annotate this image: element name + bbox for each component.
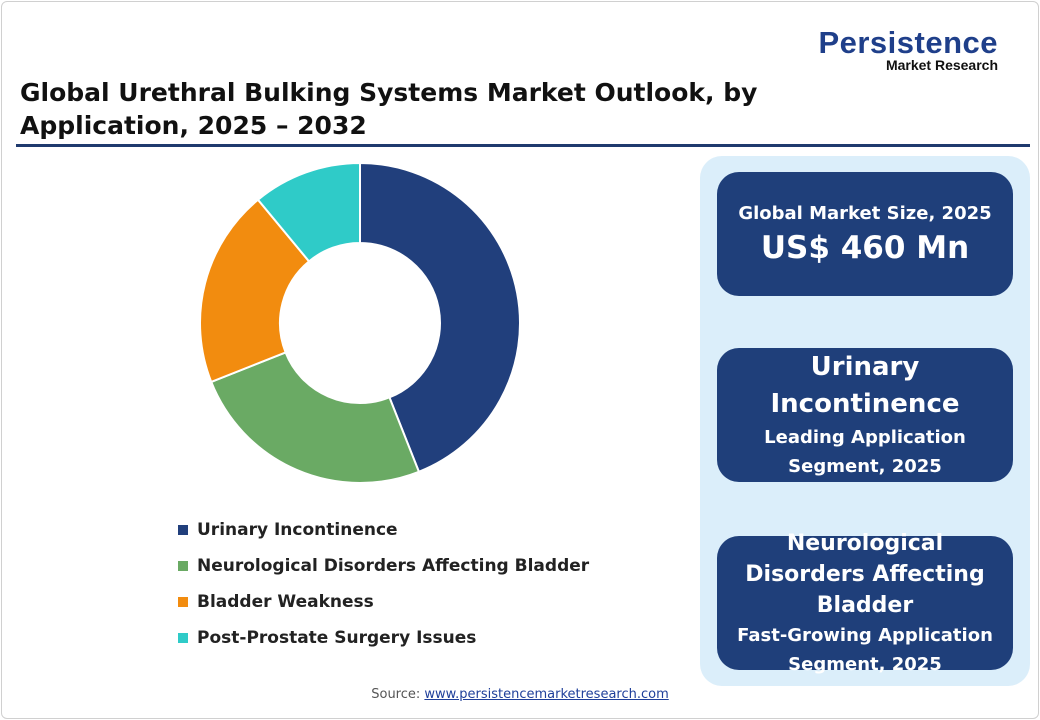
legend-label: Neurological Disorders Affecting Bladder (197, 556, 590, 576)
title-divider (16, 144, 1030, 147)
logo: Persistence Market Research (798, 25, 998, 73)
chart-title: Global Urethral Bulking Systems Market O… (20, 78, 758, 140)
source: Source: www.persistencemarketresearch.co… (0, 687, 1040, 702)
legend-swatch (178, 597, 188, 607)
market-size-value: US$ 460 Mn (760, 229, 970, 266)
legend-label: Urinary Incontinence (197, 520, 398, 540)
donut-slice-urinary-incontinence (359, 161, 521, 474)
donut-slice-bladder-weakness (199, 198, 311, 384)
fast-growing-card: Neurological Disorders Affecting Bladder… (717, 531, 1013, 675)
donut-chart (199, 161, 521, 484)
market-size-card: Global Market Size, 2025 US$ 460 Mn (717, 172, 1013, 296)
logo-sub: Market Research (885, 57, 998, 73)
leading-segment-card: Urinary Incontinence Leading Application… (717, 348, 1013, 482)
source-link[interactable]: www.persistencemarketresearch.com (424, 687, 669, 702)
legend: Urinary Incontinence Neurological Disorde… (178, 512, 589, 656)
legend-swatch (178, 561, 188, 571)
legend-label: Bladder Weakness (197, 592, 374, 612)
legend-item: Urinary Incontinence (178, 512, 589, 548)
legend-swatch (178, 525, 188, 535)
legend-swatch (178, 633, 188, 643)
donut-slice-neurological-disorders-affecting-bladder (209, 351, 421, 484)
logo-name: Persistence (818, 25, 998, 60)
legend-item: Bladder Weakness (178, 584, 589, 620)
source-label: Source: (371, 687, 421, 702)
fast-growing-value: Neurological Disorders Affecting Bladder (745, 530, 985, 618)
donut-slice-post-prostate-surgery-issues (256, 161, 361, 263)
legend-item: Post-Prostate Surgery Issues (178, 620, 589, 656)
legend-item: Neurological Disorders Affecting Bladder (178, 548, 589, 584)
leading-segment-label: Leading Application Segment, 2025 (764, 427, 966, 477)
legend-label: Post-Prostate Surgery Issues (197, 628, 477, 648)
fast-growing-label: Fast-Growing Application Segment, 2025 (737, 624, 993, 675)
leading-segment-value: Urinary Incontinence (770, 352, 960, 419)
market-size-label: Global Market Size, 2025 (738, 202, 992, 224)
